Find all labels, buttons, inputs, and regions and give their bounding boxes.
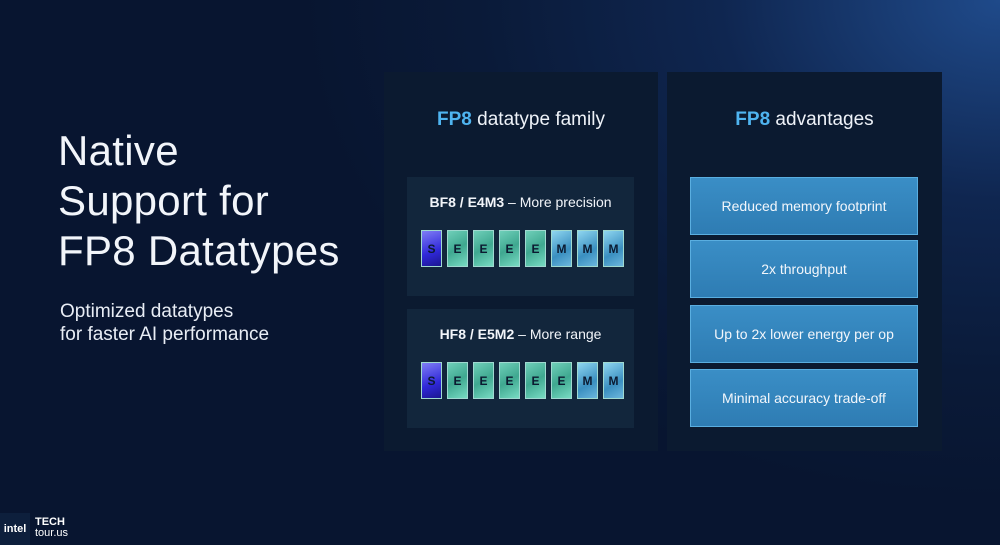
mantissa-bit: M (551, 230, 572, 267)
panel-heading: FP8 advantages (667, 109, 942, 131)
exponent-bit: E (473, 230, 494, 267)
exponent-bit: E (525, 362, 546, 399)
format-name: BF8 / E4M3 (429, 194, 505, 210)
exponent-bit: E (525, 230, 546, 267)
exponent-bit: E (551, 362, 572, 399)
exponent-bit: E (499, 362, 520, 399)
datatype-family-panel: FP8 datatype family BF8 / E4M3 – More pr… (384, 72, 658, 451)
heading-text: advantages (770, 109, 874, 130)
slide-subtitle: Optimized datatypes for faster AI perfor… (60, 300, 269, 346)
heading-accent: FP8 (437, 109, 472, 130)
format-label: HF8 / E5M2 – More range (407, 326, 634, 342)
mantissa-bit: M (603, 362, 624, 399)
exponent-bit: E (473, 362, 494, 399)
advantage-item: Minimal accuracy trade-off (690, 369, 918, 427)
techtour-logo: TECH tour.us (35, 517, 68, 539)
brand-line: tour.us (35, 527, 69, 539)
mantissa-bit: M (577, 230, 598, 267)
advantage-item: Up to 2x lower energy per op (690, 305, 918, 363)
title-line: Support for (58, 177, 270, 224)
format-desc: – More range (514, 326, 602, 342)
mantissa-bit: M (603, 230, 624, 267)
mantissa-bit: M (577, 362, 598, 399)
advantages-panel: FP8 advantages Reduced memory footprint … (667, 72, 942, 451)
exponent-bit: E (447, 362, 468, 399)
advantage-item: 2x throughput (690, 240, 918, 298)
sign-bit: S (421, 362, 442, 399)
intel-logo: intel (0, 513, 30, 545)
advantage-item: Reduced memory footprint (690, 177, 918, 235)
sign-bit: S (421, 230, 442, 267)
subtitle-line: for faster AI performance (60, 324, 270, 345)
brand-line: TECH (35, 516, 65, 528)
slide-title: Native Support for FP8 Datatypes (58, 126, 340, 276)
subtitle-line: Optimized datatypes (60, 301, 234, 322)
panel-heading: FP8 datatype family (384, 109, 658, 131)
title-line: Native (58, 127, 179, 174)
title-line: FP8 Datatypes (58, 227, 340, 274)
format-desc: – More precision (504, 194, 612, 210)
format-label: BF8 / E4M3 – More precision (407, 194, 634, 210)
exponent-bit: E (447, 230, 468, 267)
exponent-bit: E (499, 230, 520, 267)
format-name: HF8 / E5M2 (439, 326, 515, 342)
heading-text: datatype family (471, 109, 605, 130)
heading-accent: FP8 (735, 109, 771, 130)
